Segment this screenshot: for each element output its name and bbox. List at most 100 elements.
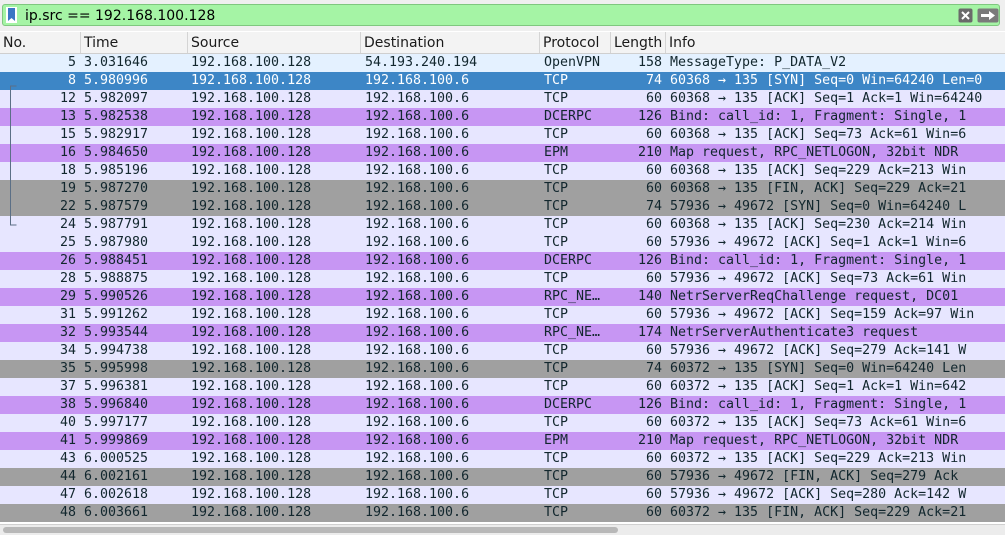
column-header-destination[interactable]: Destination	[361, 32, 540, 53]
display-filter-toolbar: ip.src == 192.168.100.128	[0, 0, 1005, 31]
packet-length: 60	[645, 307, 662, 322]
packet-row[interactable]: 47 6.002618 192.168.100.128 192.168.100.6 TC…	[0, 486, 1005, 504]
clear-filter-icon[interactable]	[958, 8, 973, 23]
column-header-time[interactable]: Time	[81, 32, 188, 53]
packet-number: 34	[59, 343, 76, 358]
packet-info: NetrServerAuthenticate3 request	[670, 325, 919, 340]
packet-row[interactable]: 5 3.031646 192.168.100.128 54.193.240.194 Op…	[0, 54, 1005, 72]
packet-row[interactable]: 13 5.982538 192.168.100.128 192.168.100.6 DC…	[0, 108, 1005, 126]
column-header-protocol[interactable]: Protocol	[540, 32, 611, 53]
column-header-no[interactable]: No.	[0, 32, 81, 53]
packet-info: 57936 → 49672 [ACK] Seq=1 Ack=1 Win=6	[670, 235, 967, 250]
packet-row[interactable]: 26 5.988451 192.168.100.128 192.168.100.6 DC…	[0, 252, 1005, 270]
horizontal-scrollbar-thumb[interactable]	[3, 527, 618, 533]
packet-source: 192.168.100.128	[191, 235, 312, 250]
packet-protocol: OpenVPN	[544, 55, 601, 70]
packet-source: 192.168.100.128	[191, 253, 312, 268]
packet-row[interactable]: 15 5.982917 192.168.100.128 192.168.100.6 TC…	[0, 126, 1005, 144]
packet-source: 192.168.100.128	[191, 361, 312, 376]
column-header-info[interactable]: Info	[669, 35, 696, 51]
packet-row[interactable]: 25 5.987980 192.168.100.128 192.168.100.6 TC…	[0, 234, 1005, 252]
packet-row[interactable]: 22 5.987579 192.168.100.128 192.168.100.6 TC…	[0, 198, 1005, 216]
packet-length: 140	[637, 289, 662, 304]
packet-row[interactable]: 24 5.987791 192.168.100.128 192.168.100.6 TC…	[0, 216, 1005, 234]
packet-protocol: TCP	[544, 505, 569, 520]
packet-info: 60372 → 135 [SYN] Seq=0 Win=64240 Len	[670, 361, 967, 376]
packet-row[interactable]: 44 6.002161 192.168.100.128 192.168.100.6 TC…	[0, 468, 1005, 486]
packet-time: 6.002618	[84, 487, 149, 502]
packet-protocol: TCP	[544, 127, 569, 142]
packet-destination: 192.168.100.6	[365, 199, 470, 214]
packet-source: 192.168.100.128	[191, 91, 312, 106]
packet-source: 192.168.100.128	[191, 397, 312, 412]
horizontal-scrollbar[interactable]	[0, 524, 1005, 535]
packet-number: 12	[59, 91, 76, 106]
packet-time: 5.980996	[84, 73, 149, 88]
packet-number: 26	[59, 253, 76, 268]
packet-destination: 192.168.100.6	[365, 73, 470, 88]
packet-row[interactable]: 12 5.982097 192.168.100.128 192.168.100.6 TC…	[0, 90, 1005, 108]
packet-number: 19	[59, 181, 76, 196]
packet-row[interactable]: 48 6.003661 192.168.100.128 192.168.100.6 TC…	[0, 504, 1005, 522]
packet-row[interactable]: 16 5.984650 192.168.100.128 192.168.100.6 EP…	[0, 144, 1005, 162]
packet-row[interactable]: 18 5.985196 192.168.100.128 192.168.100.6 TC…	[0, 162, 1005, 180]
packet-row[interactable]: 43 6.000525 192.168.100.128 192.168.100.6 TC…	[0, 450, 1005, 468]
packet-source: 192.168.100.128	[191, 199, 312, 214]
packet-row[interactable]: 37 5.996381 192.168.100.128 192.168.100.6 TC…	[0, 378, 1005, 396]
packet-time: 5.988451	[84, 253, 149, 268]
packet-source: 192.168.100.128	[191, 307, 312, 322]
column-header-length[interactable]: Length	[611, 32, 666, 53]
packet-row[interactable]: 41 5.999869 192.168.100.128 192.168.100.6 EP…	[0, 432, 1005, 450]
packet-time: 5.996840	[84, 397, 149, 412]
packet-info: 60368 → 135 [ACK] Seq=229 Ack=213 Win	[670, 163, 967, 178]
apply-filter-arrow-icon[interactable]	[977, 8, 999, 23]
packet-info: 60372 → 135 [FIN, ACK] Seq=229 Ack=21	[670, 505, 967, 520]
packet-info: Bind: call_id: 1, Fragment: Single, 1	[670, 397, 967, 412]
packet-source: 192.168.100.128	[191, 217, 312, 232]
packet-length: 60	[645, 469, 662, 484]
packet-info: Map request, RPC_NETLOGON, 32bit NDR	[670, 145, 959, 160]
packet-row[interactable]: 34 5.994738 192.168.100.128 192.168.100.6 TC…	[0, 342, 1005, 360]
packet-row[interactable]: 29 5.990526 192.168.100.128 192.168.100.6 RP…	[0, 288, 1005, 306]
packet-row[interactable]: 35 5.995998 192.168.100.128 192.168.100.6 TC…	[0, 360, 1005, 378]
packet-source: 192.168.100.128	[191, 469, 312, 484]
packet-number: 18	[59, 163, 76, 178]
packet-destination: 192.168.100.6	[365, 181, 470, 196]
packet-time: 5.984650	[84, 145, 149, 160]
packet-row[interactable]: 32 5.993544 192.168.100.128 192.168.100.6 RP…	[0, 324, 1005, 342]
packet-length: 60	[645, 235, 662, 250]
packet-number: 38	[59, 397, 76, 412]
packet-source: 192.168.100.128	[191, 73, 312, 88]
packet-row[interactable]: 31 5.991262 192.168.100.128 192.168.100.6 TC…	[0, 306, 1005, 324]
packet-time: 6.000525	[84, 451, 149, 466]
bookmark-icon[interactable]	[6, 7, 17, 23]
display-filter-input[interactable]: ip.src == 192.168.100.128	[2, 4, 1000, 26]
column-header-source[interactable]: Source	[188, 32, 361, 53]
packet-protocol: TCP	[544, 217, 569, 232]
packet-source: 192.168.100.128	[191, 415, 312, 430]
packet-number: 25	[59, 235, 76, 250]
packet-length: 210	[637, 433, 662, 448]
packet-number: 31	[59, 307, 76, 322]
packet-length: 60	[645, 163, 662, 178]
packet-source: 192.168.100.128	[191, 181, 312, 196]
packet-row[interactable]: 19 5.987270 192.168.100.128 192.168.100.6 TC…	[0, 180, 1005, 198]
packet-info: 57936 → 49672 [ACK] Seq=73 Ack=61 Win	[670, 271, 967, 286]
packet-info: 57936 → 49672 [ACK] Seq=159 Ack=97 Win	[670, 307, 975, 322]
packet-destination: 192.168.100.6	[365, 271, 470, 286]
packet-source: 192.168.100.128	[191, 487, 312, 502]
packet-row[interactable]: 28 5.988875 192.168.100.128 192.168.100.6 TC…	[0, 270, 1005, 288]
packet-info: Bind: call_id: 1, Fragment: Single, 1	[670, 253, 967, 268]
packet-destination: 192.168.100.6	[365, 505, 470, 520]
packet-row[interactable]: 38 5.996840 192.168.100.128 192.168.100.6 DC…	[0, 396, 1005, 414]
packet-row[interactable]: 40 5.997177 192.168.100.128 192.168.100.6 TC…	[0, 414, 1005, 432]
packet-time: 5.982538	[84, 109, 149, 124]
packet-length: 60	[645, 505, 662, 520]
packet-number: 37	[59, 379, 76, 394]
packet-info: 60372 → 135 [ACK] Seq=229 Ack=213 Win	[670, 451, 967, 466]
packet-source: 192.168.100.128	[191, 505, 312, 520]
packet-row-selected[interactable]: 8 5.980996 192.168.100.128 192.168.100.6 TCP…	[0, 72, 1005, 90]
packet-source: 192.168.100.128	[191, 163, 312, 178]
packet-length: 60	[645, 271, 662, 286]
packet-source: 192.168.100.128	[191, 127, 312, 142]
